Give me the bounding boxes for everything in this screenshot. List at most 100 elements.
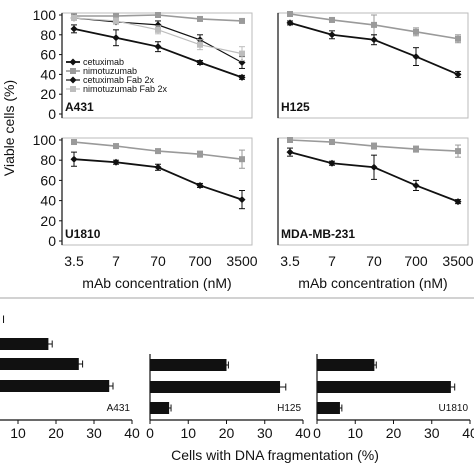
data-point-cetuximab <box>238 73 246 81</box>
legend-entry-cetuximab-fab-2x: cetuximab Fab 2x <box>83 75 155 85</box>
data-point-cetuximab <box>286 19 294 27</box>
data-point-cetuximab <box>328 159 336 167</box>
legend-entry-cetuximab: cetuximab <box>83 57 124 67</box>
data-point-nimotuzumab <box>155 148 161 155</box>
data-point-cetuximab <box>412 53 420 61</box>
data-point-nimotuzumab <box>329 16 335 23</box>
y-tick-label: 60 <box>40 47 56 63</box>
data-point-nimotuzumab-fab-2x <box>239 50 245 57</box>
bar-x-tick-label: 40 <box>124 425 140 441</box>
bar-panel-label-h125: H125 <box>277 403 301 414</box>
bar-x-tick-label: 20 <box>48 425 64 441</box>
data-point-cetuximab <box>412 181 420 189</box>
data-point-nimotuzumab <box>287 137 293 143</box>
data-point-nimotuzumab <box>113 12 119 19</box>
legend-entry-nimotuzumab: nimotuzumab <box>83 66 137 76</box>
y-axis-title: Viable cells (%) <box>1 80 17 176</box>
y-tick-label: 80 <box>40 152 56 168</box>
y-tick-label: 100 <box>33 7 57 23</box>
data-point-cetuximab <box>70 155 78 163</box>
x-tick-label: 7 <box>328 253 336 269</box>
data-point-cetuximab <box>70 25 78 33</box>
x-tick-label: 3.5 <box>64 253 84 269</box>
bar-a431-2 <box>0 358 79 370</box>
bar-x-tick-label: 40 <box>295 425 311 441</box>
bar-x-tick-label: 20 <box>219 425 235 441</box>
bar-x-tick-label: 30 <box>86 425 102 441</box>
panel-label-a431: A431 <box>65 100 94 114</box>
bar-x-tick-label: 30 <box>424 425 440 441</box>
data-point-cetuximab-fab-2x <box>154 21 162 29</box>
bar-panel-label-u1810: U1810 <box>439 403 469 414</box>
legend-marker-nimotuzumab <box>70 68 76 74</box>
y-tick-label: 20 <box>40 86 56 102</box>
data-point-cetuximab <box>454 198 462 206</box>
data-point-nimotuzumab <box>413 146 419 153</box>
bar-x-tick-label: 10 <box>347 425 363 441</box>
bar-x-tick-label: 40 <box>462 425 474 441</box>
data-point-nimotuzumab <box>197 151 203 158</box>
x-tick-label: 70 <box>366 253 382 269</box>
data-point-nimotuzumab <box>287 11 293 18</box>
data-point-nimotuzumab <box>371 143 377 150</box>
bar-x-tick-label: 30 <box>257 425 273 441</box>
y-tick-label: 40 <box>40 66 56 82</box>
panel-label-mda-mb-231: MDA-MB-231 <box>281 227 355 241</box>
x-tick-label: 700 <box>404 253 428 269</box>
y-tick-label: 100 <box>33 132 57 148</box>
data-point-nimotuzumab <box>239 17 245 24</box>
legend-entry-nimotuzumab-fab-2x: nimotuzumab Fab 2x <box>83 84 168 94</box>
y-tick-label: 80 <box>40 27 56 43</box>
x-tick-label: 3500 <box>226 253 257 269</box>
bar-u1810-3 <box>317 402 340 414</box>
data-point-cetuximab <box>238 196 246 204</box>
data-point-cetuximab <box>196 59 204 67</box>
cropped-axis-fragment: I <box>2 314 5 326</box>
bar-x-axis-title: Cells with DNA fragmentation (%) <box>171 447 379 463</box>
data-point-nimotuzumab-fab-2x <box>113 17 119 24</box>
data-point-nimotuzumab <box>455 148 461 155</box>
bar-panel-label-a431: A431 <box>107 403 131 414</box>
data-point-cetuximab <box>328 31 336 39</box>
bar-x-tick-label: 10 <box>10 425 26 441</box>
x-tick-label: 3500 <box>442 253 473 269</box>
data-point-nimotuzumab <box>413 28 419 35</box>
x-axis-title-left: mAb concentration (nM) <box>82 275 231 291</box>
legend-marker-cetuximab <box>69 58 77 66</box>
data-point-cetuximab <box>454 70 462 78</box>
x-tick-label: 7 <box>112 253 120 269</box>
bar-h125-3 <box>150 402 170 414</box>
panel-label-h125: H125 <box>281 100 310 114</box>
legend-marker-nimotuzumab-fab-2x <box>70 86 76 92</box>
data-point-nimotuzumab-fab-2x <box>155 26 161 33</box>
y-tick-label: 20 <box>40 213 56 229</box>
y-tick-label: 0 <box>48 106 56 122</box>
panel-label-u1810: U1810 <box>65 227 101 241</box>
data-point-nimotuzumab <box>371 21 377 28</box>
data-point-cetuximab <box>112 34 120 42</box>
legend-marker-cetuximab-fab-2x <box>69 76 77 84</box>
data-point-cetuximab <box>196 181 204 189</box>
bar-a431-3 <box>0 380 110 392</box>
bar-x-tick-label: 0 <box>313 425 321 441</box>
bar-h125-1 <box>150 359 227 371</box>
bar-u1810-1 <box>317 359 375 371</box>
data-point-cetuximab <box>154 163 162 171</box>
data-point-cetuximab <box>370 36 378 44</box>
bar-a431-1 <box>0 338 49 350</box>
data-point-nimotuzumab <box>197 15 203 22</box>
x-axis-title-right: mAb concentration (nM) <box>298 275 447 291</box>
y-tick-label: 0 <box>48 233 56 249</box>
data-point-cetuximab <box>286 148 294 156</box>
bar-u1810-2 <box>317 381 451 393</box>
data-point-nimotuzumab-fab-2x <box>197 41 203 48</box>
bar-x-tick-label: 20 <box>386 425 402 441</box>
data-point-nimotuzumab <box>239 156 245 163</box>
bar-h125-2 <box>150 381 281 393</box>
bar-x-tick-label: 10 <box>180 425 196 441</box>
data-point-cetuximab <box>370 163 378 171</box>
data-point-cetuximab <box>154 43 162 51</box>
y-tick-label: 60 <box>40 172 56 188</box>
bar-x-tick-label: 0 <box>146 425 154 441</box>
